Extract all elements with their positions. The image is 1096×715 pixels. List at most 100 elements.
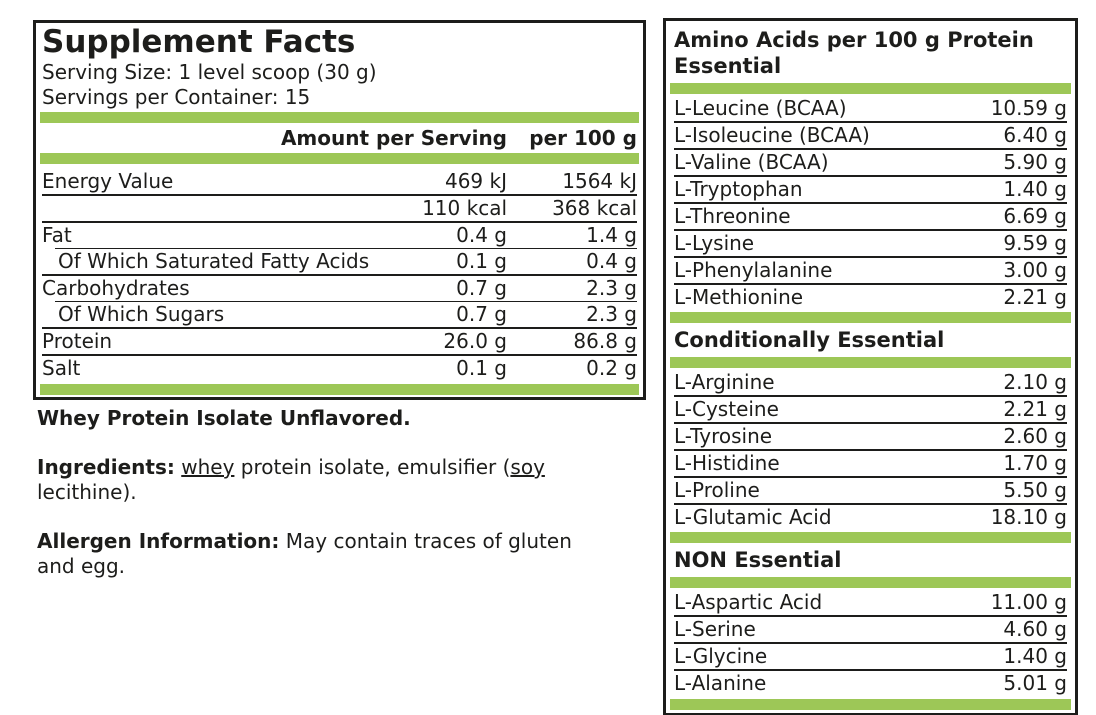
nutrition-column-headers: Amount per Serving per 100 g <box>42 125 637 151</box>
divider <box>674 283 1067 285</box>
per-100g-value: 2.3 g <box>586 276 637 300</box>
divider <box>674 669 1067 671</box>
table-row: L-Valine (BCAA) 5.90 g <box>674 150 1067 175</box>
table-row: L-Methionine 2.21 g <box>674 285 1067 310</box>
divider <box>674 395 1067 397</box>
amino-acid-value: 4.60 g <box>1003 617 1067 641</box>
amino-acids-title-line2: Essential <box>674 54 782 78</box>
per-100g-value: 1564 kJ <box>562 169 637 193</box>
divider <box>42 327 637 329</box>
nutrient-label: Salt <box>42 356 81 380</box>
nutrient-label: Energy Value <box>42 169 174 193</box>
amino-acid-value: 5.90 g <box>1003 150 1067 174</box>
divider <box>674 449 1067 451</box>
table-row: L-Threonine 6.69 g <box>674 204 1067 229</box>
amino-acids-title: Amino Acids per 100 g Protein Essential <box>674 25 1067 81</box>
nutrient-label: Protein <box>42 329 113 353</box>
table-row: L-Alanine 5.01 g <box>674 671 1067 696</box>
amino-acid-label: L-Leucine (BCAA) <box>674 96 847 120</box>
per-serving-value: 0.4 g <box>456 223 507 247</box>
amount-per-serving-header: Amount per Serving <box>280 126 507 150</box>
divider <box>42 221 637 223</box>
table-row: 110 kcal 368 kcal <box>42 196 637 221</box>
per-serving-value: 0.7 g <box>456 302 507 326</box>
amino-acids-panel: Amino Acids per 100 g Protein Essential … <box>663 18 1078 715</box>
amino-acid-value: 6.40 g <box>1003 123 1067 147</box>
table-row: L-Glutamic Acid 18.10 g <box>674 505 1067 530</box>
allergen-label: Allergen Information: <box>37 529 280 553</box>
amino-acid-label: L-Arginine <box>674 370 775 394</box>
table-row: Energy Value 469 kJ 1564 kJ <box>42 169 637 194</box>
ingredients-text-end: lecithine). <box>37 480 137 504</box>
ingredients-text: protein isolate, emulsifier ( <box>240 455 511 479</box>
ingredient-allergen-whey: whey <box>181 455 235 479</box>
amino-acid-label: L-Methionine <box>674 285 804 309</box>
non-essential-title: NON Essential <box>674 548 842 572</box>
ingredients-paragraph: Ingredients: whey protein isolate, emuls… <box>37 455 602 505</box>
green-bar <box>670 312 1071 323</box>
divider <box>674 422 1067 424</box>
per-100g-value: 0.4 g <box>586 249 637 273</box>
table-row: L-Aspartic Acid 11.00 g <box>674 590 1067 615</box>
product-name: Whey Protein Isolate Unflavored. <box>37 406 411 430</box>
table-row: L-Glycine 1.40 g <box>674 644 1067 669</box>
per-100g-value: 368 kcal <box>552 196 637 220</box>
table-row: Of Which Saturated Fatty Acids 0.1 g 0.4… <box>42 249 637 274</box>
amino-acid-value: 11.00 g <box>990 590 1067 614</box>
divider <box>42 274 637 276</box>
nutrient-label: Of Which Saturated Fatty Acids <box>58 249 370 273</box>
amino-acid-label: L-Threonine <box>674 204 791 228</box>
amino-acid-value: 1.40 g <box>1003 177 1067 201</box>
amino-acid-label: L-Histidine <box>674 451 780 475</box>
nutrient-label: Carbohydrates <box>42 276 190 300</box>
amino-acid-label: L-Alanine <box>674 671 767 695</box>
amino-acid-label: L-Tyrosine <box>674 424 773 448</box>
ingredients-label: Ingredients: <box>37 455 175 479</box>
amino-acid-label: L-Glutamic Acid <box>674 505 832 529</box>
green-bar <box>670 577 1071 588</box>
divider <box>674 121 1067 123</box>
table-row: Salt 0.1 g 0.2 g <box>42 356 637 381</box>
green-bar <box>40 384 639 395</box>
amino-acid-value: 5.50 g <box>1003 478 1067 502</box>
per-100g-value: 0.2 g <box>586 356 637 380</box>
conditionally-essential-title: Conditionally Essential <box>674 328 945 352</box>
amino-acid-label: L-Lysine <box>674 231 755 255</box>
green-bar <box>670 699 1071 710</box>
amino-acid-label: L-Isoleucine (BCAA) <box>674 123 870 147</box>
amino-acid-label: L-Tryptophan <box>674 177 803 201</box>
green-bar <box>670 357 1071 368</box>
amino-acid-value: 6.69 g <box>1003 204 1067 228</box>
table-row: Of Which Sugars 0.7 g 2.3 g <box>42 302 637 327</box>
per-100g-header: per 100 g <box>529 126 637 150</box>
table-row: L-Histidine 1.70 g <box>674 451 1067 476</box>
serving-size-line: Serving Size: 1 level scoop (30 g) <box>42 60 377 84</box>
table-row: L-Tryptophan 1.40 g <box>674 177 1067 202</box>
green-bar <box>40 153 639 164</box>
table-row: L-Cysteine 2.21 g <box>674 397 1067 422</box>
nutrition-table: Energy Value 469 kJ 1564 kJ 110 kcal 368… <box>42 169 637 381</box>
nutrient-label: Fat <box>42 223 72 247</box>
green-bar <box>40 112 639 123</box>
ingredient-allergen-soy: soy <box>510 455 545 479</box>
divider <box>674 476 1067 478</box>
divider <box>674 503 1067 505</box>
nutrient-label: Of Which Sugars <box>58 302 225 326</box>
table-row: Fat 0.4 g 1.4 g <box>42 223 637 248</box>
divider <box>55 301 637 302</box>
amino-acid-value: 5.01 g <box>1003 671 1067 695</box>
green-bar <box>670 532 1071 543</box>
supplement-facts-panel: Supplement Facts Serving Size: 1 level s… <box>33 20 646 400</box>
divider <box>674 175 1067 177</box>
amino-acid-label: L-Proline <box>674 478 760 502</box>
table-row: L-Lysine 9.59 g <box>674 231 1067 256</box>
per-serving-value: 110 kcal <box>422 196 507 220</box>
amino-acid-value: 2.10 g <box>1003 370 1067 394</box>
product-notes: Whey Protein Isolate Unflavored. Ingredi… <box>37 406 602 603</box>
amino-acid-value: 2.60 g <box>1003 424 1067 448</box>
amino-acid-value: 10.59 g <box>990 96 1067 120</box>
table-row: L-Arginine 2.10 g <box>674 370 1067 395</box>
table-row: L-Serine 4.60 g <box>674 617 1067 642</box>
divider <box>674 148 1067 150</box>
